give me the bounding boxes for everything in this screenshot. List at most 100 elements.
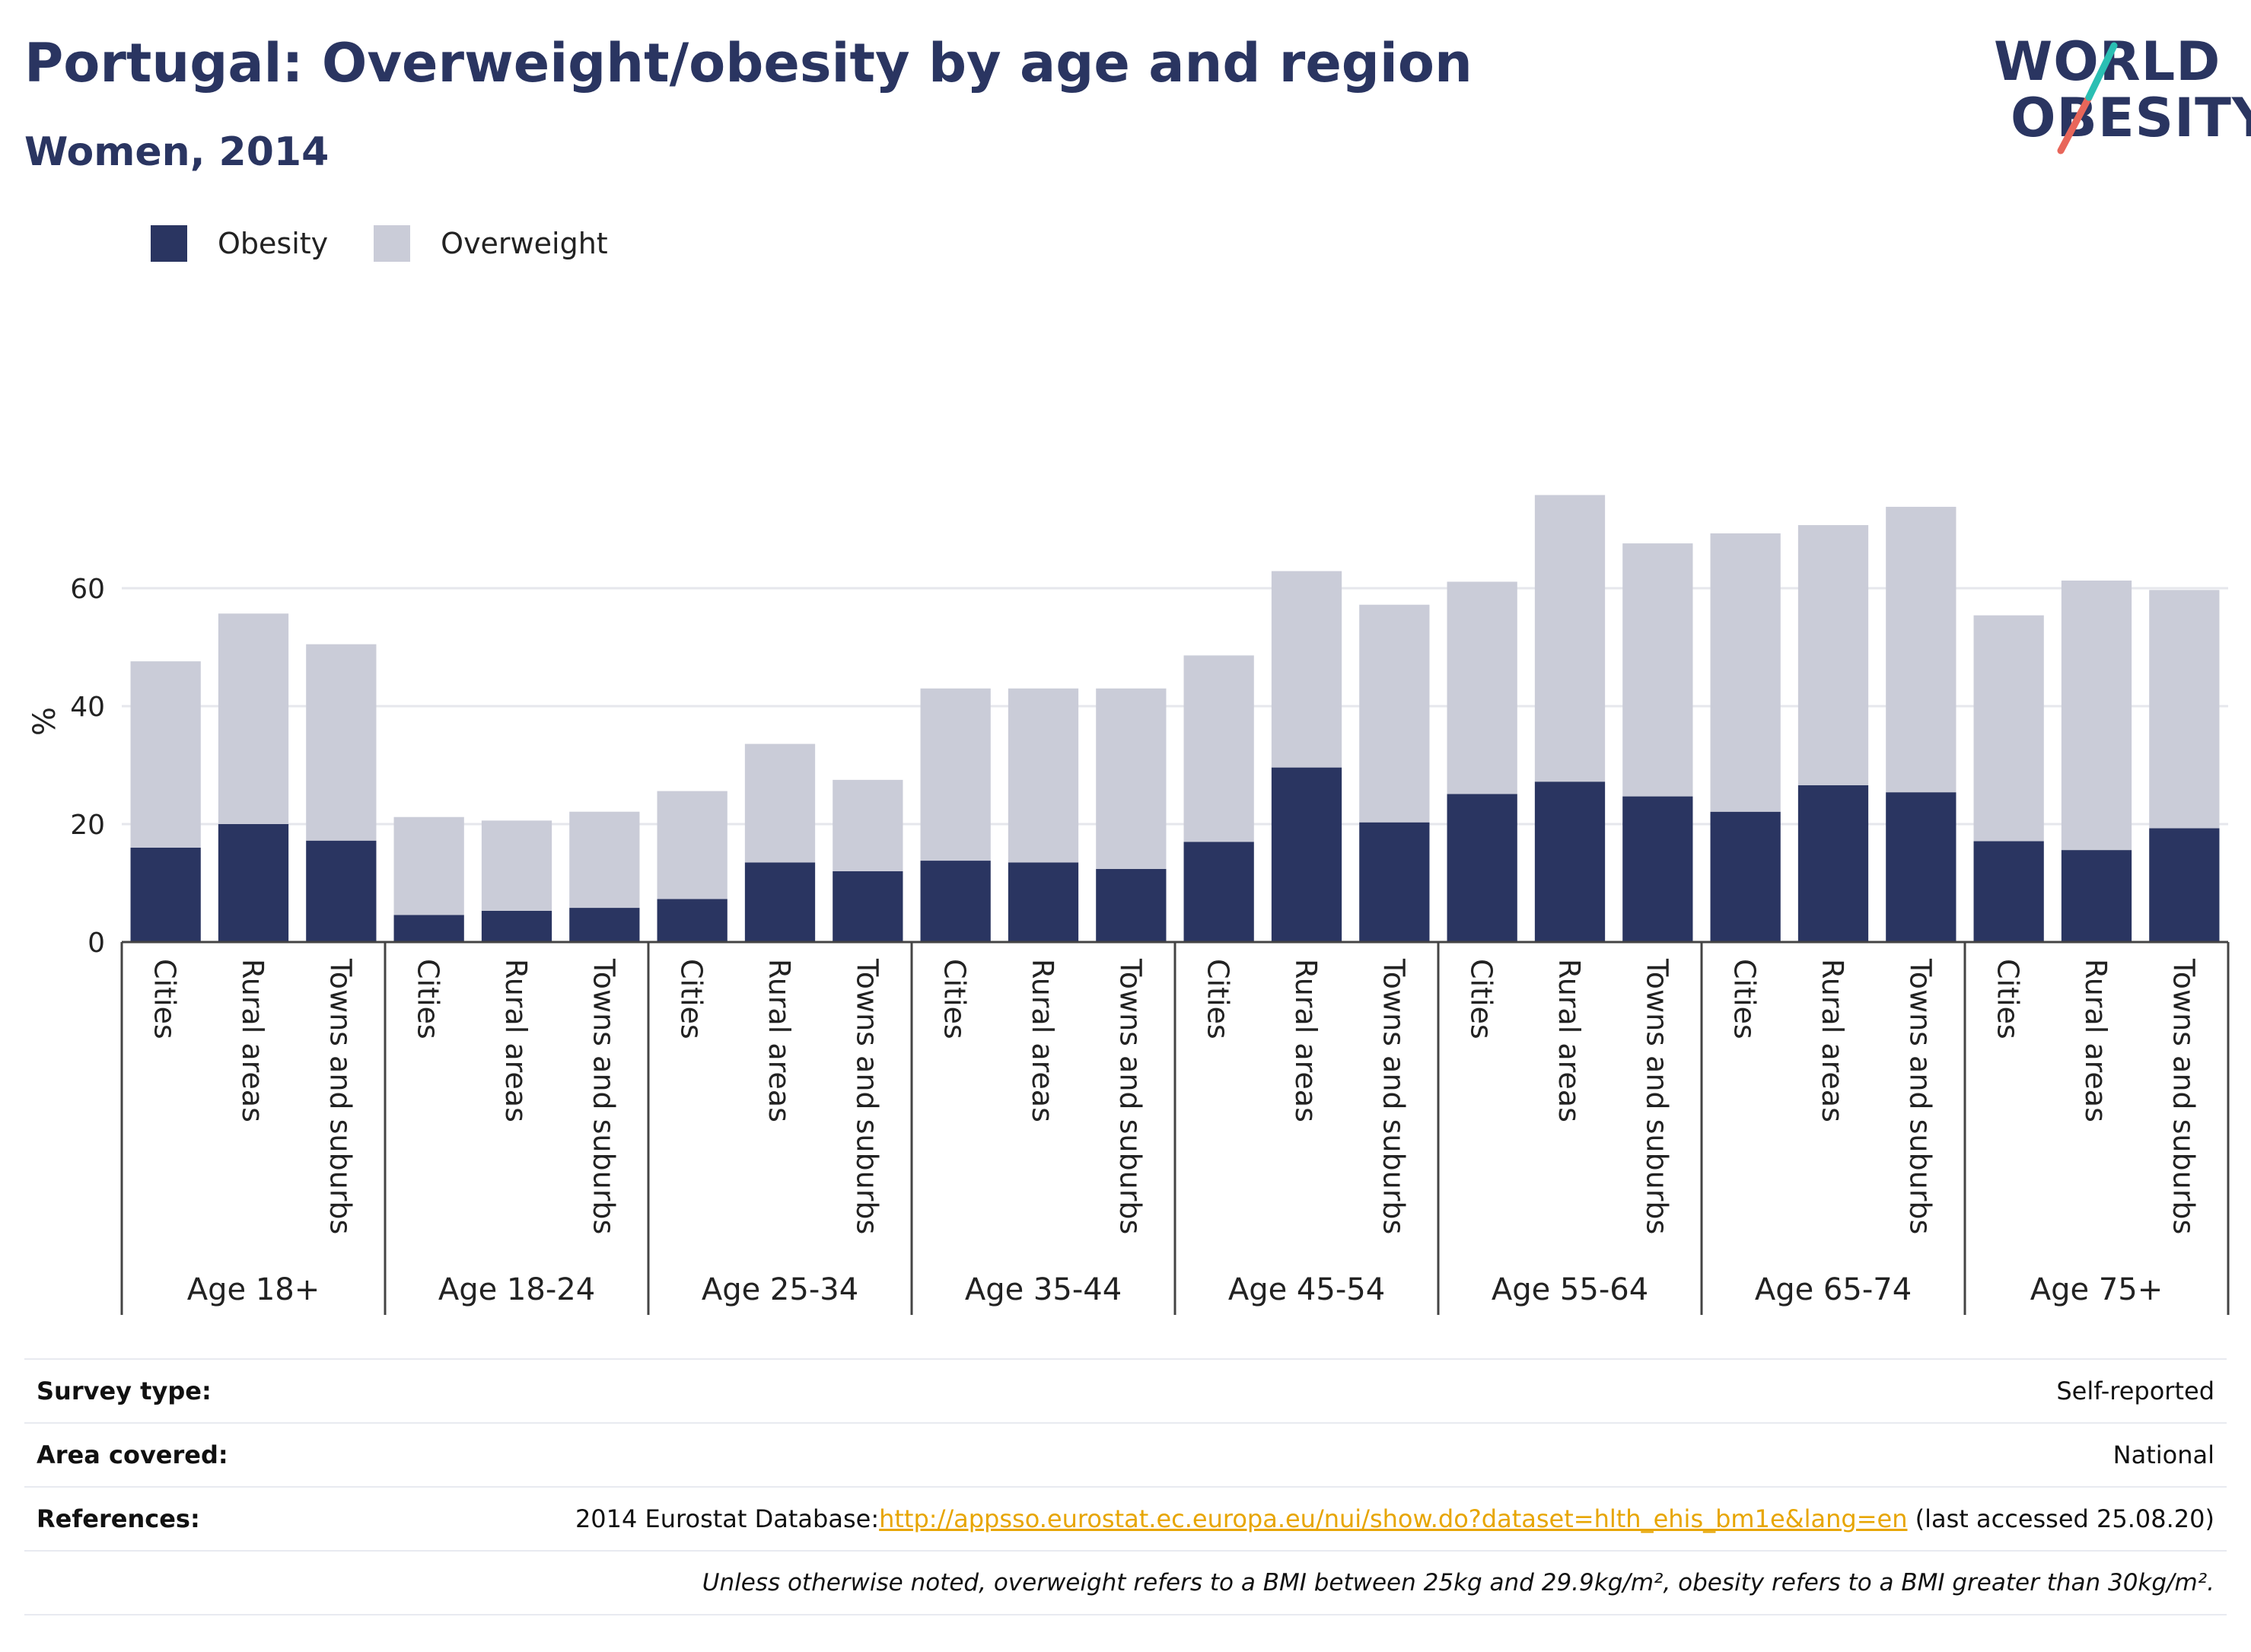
- bar-obesity: [2149, 828, 2220, 942]
- footer-row-survey: Survey type: Self-reported: [24, 1358, 2227, 1422]
- x-category-label: Cities: [1202, 959, 1235, 1039]
- bar-overweight: [1534, 495, 1606, 782]
- x-category-label: Towns and suburbs: [323, 958, 357, 1234]
- legend-label-overweight: Overweight: [441, 227, 608, 260]
- bar-overweight: [481, 820, 552, 911]
- bar-overweight: [1271, 571, 1342, 768]
- bar-overweight: [833, 779, 903, 871]
- bar-obesity: [744, 862, 816, 942]
- references-value: 2014 Eurostat Database:http://appsso.eur…: [575, 1504, 2214, 1533]
- x-category-label: Rural areas: [499, 959, 533, 1122]
- x-group-label: Age 45-54: [1228, 1272, 1385, 1307]
- x-category-label: Towns and suburbs: [1903, 958, 1937, 1234]
- page-title: Portugal: Overweight/obesity by age and …: [24, 32, 1473, 94]
- x-category-label: Towns and suburbs: [1377, 958, 1410, 1234]
- chart-legend: Obesity Overweight: [151, 225, 654, 262]
- area-covered-label: Area covered:: [37, 1440, 228, 1469]
- y-tick-label: 40: [70, 692, 105, 723]
- survey-type-value: Self-reported: [2056, 1377, 2214, 1405]
- bar-overweight: [1886, 507, 1956, 793]
- references-label: References:: [37, 1504, 200, 1533]
- x-group-label: Age 55-64: [1492, 1272, 1648, 1307]
- x-category-label: Cities: [148, 959, 182, 1039]
- x-group-label: Age 18-24: [438, 1272, 595, 1307]
- reference-accessed: (last accessed 25.08.20): [1907, 1504, 2214, 1533]
- reference-source: 2014 Eurostat Database:: [575, 1504, 880, 1533]
- y-tick-label: 20: [70, 810, 105, 841]
- bar-overweight: [1622, 543, 1693, 797]
- bmi-definition-note: Unless otherwise noted, overweight refer…: [702, 1569, 2214, 1596]
- page-subtitle: Women, 2014: [24, 129, 330, 175]
- bar-overweight: [1447, 581, 1517, 794]
- bar-obesity: [393, 915, 464, 942]
- bar-obesity: [657, 899, 728, 942]
- x-category-label: Rural areas: [1026, 959, 1059, 1122]
- survey-type-label: Survey type:: [37, 1377, 212, 1405]
- bar-obesity: [920, 861, 991, 942]
- x-category-label: Towns and suburbs: [1640, 958, 1673, 1234]
- bar-obesity: [1359, 822, 1430, 942]
- bar-overweight: [130, 661, 201, 848]
- bar-overweight: [1183, 655, 1254, 842]
- bar-overweight: [306, 644, 377, 841]
- bar-obesity: [1797, 785, 1869, 942]
- bar-obesity: [1710, 811, 1781, 942]
- bar-overweight: [2149, 590, 2220, 829]
- footer-row-area: Area covered: National: [24, 1422, 2227, 1486]
- bar-obesity: [1973, 841, 2044, 942]
- y-axis-label: %: [27, 707, 62, 736]
- bar-obesity: [2061, 850, 2132, 942]
- bar-obesity: [1534, 781, 1606, 942]
- legend-label-obesity: Obesity: [218, 227, 329, 260]
- legend-item-obesity: Obesity: [151, 225, 328, 262]
- bar-overweight: [569, 811, 640, 909]
- area-covered-value: National: [2113, 1440, 2214, 1469]
- bar-obesity: [1096, 868, 1167, 942]
- legend-item-overweight: Overweight: [374, 225, 608, 262]
- bar-overweight: [657, 791, 728, 899]
- x-category-label: Cities: [412, 959, 445, 1039]
- bar-obesity: [833, 871, 903, 942]
- reference-link[interactable]: http://appsso.eurostat.ec.europa.eu/nui/…: [879, 1504, 1908, 1533]
- bar-obesity: [1271, 767, 1342, 942]
- legend-swatch-overweight: [374, 225, 411, 262]
- bar-overweight: [920, 688, 991, 861]
- bar-obesity: [130, 848, 201, 942]
- bar-obesity: [1622, 796, 1693, 942]
- logo-line-2: OBESITY: [2011, 87, 2251, 149]
- x-category-label: Cities: [1992, 959, 2025, 1039]
- x-category-label: Rural areas: [2079, 959, 2113, 1122]
- bar-obesity: [1183, 842, 1254, 942]
- bar-obesity: [218, 824, 289, 942]
- bar-overweight: [1008, 688, 1079, 863]
- bar-overweight: [1359, 604, 1430, 823]
- bar-overweight: [1797, 525, 1869, 785]
- legend-swatch-obesity: [151, 225, 187, 262]
- x-category-label: Rural areas: [236, 959, 269, 1122]
- y-tick-label: 0: [88, 928, 105, 959]
- x-category-label: Rural areas: [1289, 959, 1323, 1122]
- bar-overweight: [1973, 615, 2044, 842]
- x-category-label: Cities: [675, 959, 708, 1039]
- bar-overweight: [1710, 533, 1781, 812]
- bar-obesity: [1447, 794, 1517, 942]
- bar-overweight: [393, 816, 464, 915]
- bar-obesity: [306, 840, 377, 942]
- x-category-label: Rural areas: [1552, 959, 1586, 1122]
- stacked-bar-chart: 0 20 40 60% Cities Rural areas Towns and subur…: [27, 495, 2230, 1315]
- x-group-label: Age 65-74: [1755, 1272, 1912, 1307]
- x-category-label: Cities: [1728, 959, 1762, 1039]
- x-category-label: Towns and suburbs: [850, 958, 884, 1234]
- x-group-label: Age 25-34: [702, 1272, 858, 1307]
- bar-overweight: [218, 613, 289, 824]
- x-category-label: Towns and suburbs: [1113, 958, 1147, 1234]
- chart-footer: Survey type: Self-reported Area covered:…: [24, 1358, 2227, 1615]
- bar-obesity: [1886, 792, 1956, 942]
- bar-obesity: [1008, 862, 1079, 942]
- footer-row-references: References: 2014 Eurostat Database:http:…: [24, 1486, 2227, 1550]
- x-group-label: Age 35-44: [965, 1272, 1122, 1307]
- x-group-label: Age 75+: [2030, 1272, 2163, 1307]
- bar-overweight: [744, 743, 816, 863]
- bar-obesity: [569, 908, 640, 942]
- x-category-label: Rural areas: [763, 959, 796, 1122]
